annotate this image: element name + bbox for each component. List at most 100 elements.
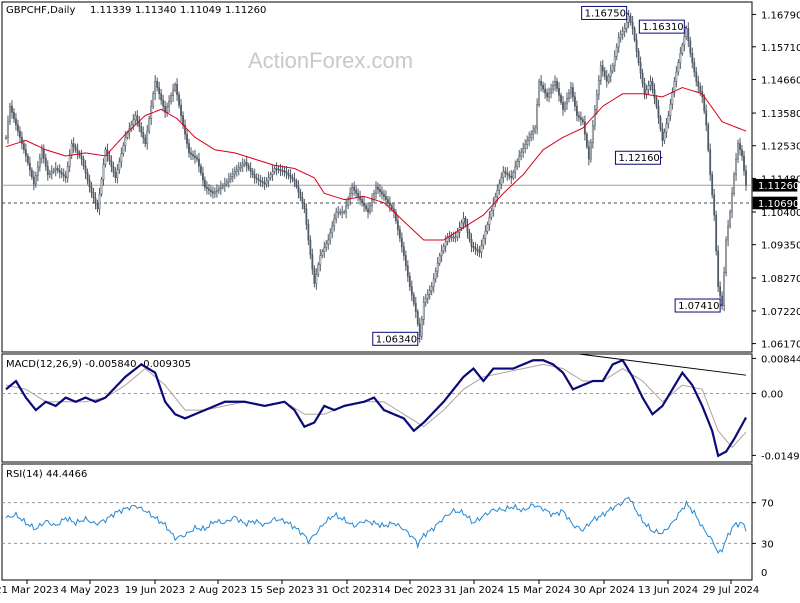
candle-body (671, 92, 674, 105)
moving-average-line (5, 87, 747, 241)
candle-body (713, 194, 716, 216)
support-price-box (752, 196, 798, 210)
candle-body (418, 323, 421, 337)
candle-body (570, 87, 572, 94)
candle-body (639, 62, 642, 74)
candle-body (120, 153, 123, 162)
candle-body (359, 196, 361, 200)
candle-body (396, 220, 399, 230)
time-axis-label: 15 Mar 2024 (507, 585, 570, 596)
candle-body (156, 81, 159, 88)
time-axis-label: 29 Jul 2024 (703, 585, 760, 596)
price-panel-frame (1, 1, 753, 353)
candle-body (279, 169, 282, 171)
candle-body (323, 247, 326, 252)
candle-body (729, 211, 731, 227)
candle-body (645, 89, 648, 95)
candle-body (86, 172, 89, 181)
candle-body (389, 202, 391, 207)
candle-body (665, 123, 668, 133)
candle-body (52, 169, 55, 172)
time-axis-label: 15 Sep 2023 (250, 585, 313, 596)
candle-body (24, 149, 27, 157)
candle-body (23, 143, 25, 151)
candle-body (34, 175, 37, 185)
candle-body (554, 81, 556, 86)
candle-body (64, 175, 67, 179)
candle-body (723, 272, 726, 306)
rsi-panel-frame (1, 463, 753, 581)
candle-body (663, 131, 666, 141)
candle-body (430, 286, 433, 291)
candle-body (685, 28, 688, 38)
time-axis-label: 30 Apr 2024 (573, 585, 635, 596)
candle-body (581, 119, 584, 123)
candle-body (60, 171, 63, 175)
candle-body (522, 147, 525, 153)
candle-body (373, 193, 375, 200)
candle-body (486, 224, 489, 232)
candle-body (699, 86, 702, 93)
candle-body (428, 290, 431, 295)
candle-body (416, 311, 419, 325)
candle-body (711, 174, 714, 196)
candle-body (221, 185, 224, 188)
candle-body (166, 106, 169, 113)
candle-body (108, 155, 111, 162)
price-annotation-leader (417, 337, 420, 340)
candle-body (186, 133, 188, 144)
macd-axis-label: -0.0149 (761, 451, 800, 462)
candle-body (438, 255, 441, 264)
candle-body (675, 71, 678, 82)
candle-body (247, 165, 250, 169)
time-axis-label: 4 May 2023 (61, 585, 120, 596)
rsi-axis-label-zero: 0 (761, 568, 767, 579)
candle-body (102, 164, 105, 180)
candle-body (615, 46, 618, 57)
candle-body (731, 193, 733, 213)
candle-body (297, 186, 300, 193)
candle-body (104, 149, 107, 165)
price-annotation-leader (626, 12, 629, 15)
candle-body (142, 132, 145, 139)
candle-body (192, 154, 194, 157)
candle-body (118, 161, 121, 170)
candle-body (452, 236, 455, 239)
candle-body (681, 44, 684, 54)
candle-body (72, 143, 75, 147)
candle-body (643, 83, 646, 95)
rsi-line (5, 496, 747, 554)
candle-body (450, 236, 453, 239)
candle-body (154, 81, 157, 95)
macd-line (5, 358, 747, 458)
candle-body (46, 166, 49, 175)
candle-body (369, 205, 371, 213)
candle-body (283, 170, 286, 173)
candle-body (408, 275, 411, 287)
candle-body (705, 110, 708, 126)
ohlc-low: 1.11049 (180, 5, 221, 16)
candle-body (556, 81, 558, 89)
candle-body (327, 239, 330, 245)
candle-body (490, 210, 493, 218)
candle-body (239, 165, 242, 169)
candle-body (164, 105, 167, 113)
candle-body (176, 84, 178, 96)
candle-body (259, 179, 262, 182)
candle-body (178, 94, 180, 106)
candle-body (208, 188, 210, 191)
support-price-label: 1.10690 (758, 199, 799, 210)
candle-body (257, 178, 260, 181)
candle-body (132, 119, 135, 125)
candle-body (572, 87, 574, 98)
macd-axis-label: 0.00 (761, 389, 783, 400)
time-axis-label: 21 Mar 2023 (0, 585, 59, 596)
candle-body (174, 84, 176, 91)
candle-body (62, 173, 65, 177)
candle-body (601, 65, 604, 72)
candle-body (126, 132, 129, 138)
candle-body (48, 172, 51, 175)
candle-body (251, 171, 254, 175)
candle-body (180, 104, 182, 116)
candle-body (595, 94, 598, 110)
